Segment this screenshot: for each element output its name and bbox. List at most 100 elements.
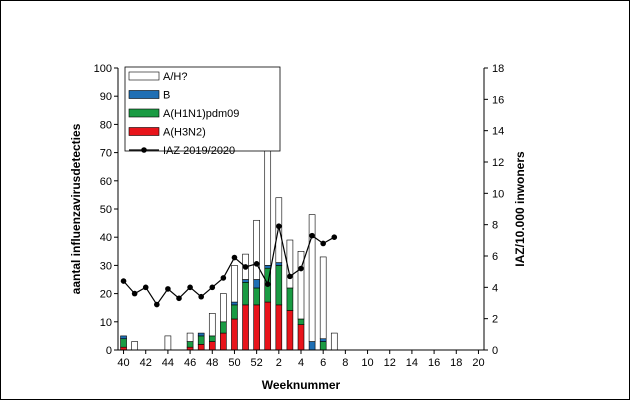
y-tick-label-0: 0: [106, 345, 112, 357]
bar-b-50: [231, 301, 238, 306]
bar-a-h3n2--2: [275, 304, 283, 351]
x-tick-label-42: 42: [140, 357, 152, 369]
y2-tick-label-2: 2: [492, 314, 498, 326]
x-tick-label-52: 52: [251, 357, 263, 369]
x-tick-label-6: 6: [320, 357, 326, 369]
x-tick-label-46: 46: [184, 357, 196, 369]
y-axis-title: aantal influenzavirusdetecties: [69, 123, 83, 294]
bar-a-h1n1-pdm09-52: [253, 287, 260, 306]
iaz-point-44: [165, 286, 171, 292]
bar-a-h1n1-pdm09-49: [220, 321, 227, 334]
iaz-point-52: [253, 261, 260, 267]
bar-a-h1n1-pdm09-50: [231, 304, 238, 320]
bar-a-h--6: [319, 256, 327, 340]
iaz-point-51: [242, 264, 249, 270]
iaz-point-5: [309, 232, 315, 239]
legend-swatch-a-h1n1-pdm09: [128, 108, 160, 118]
bar-a-h--50: [231, 265, 238, 303]
bar-a-h1n1-pdm09-6: [319, 341, 327, 351]
bar-a-h--46: [186, 332, 194, 342]
x-tick-label-16: 16: [428, 357, 440, 369]
legend-label-a-h-: A/H?: [163, 71, 187, 83]
bar-a-h1n1-pdm09-46: [186, 341, 194, 348]
bar-b-2: [275, 262, 283, 266]
bar-a-h3n2--1: [264, 301, 272, 351]
legend-swatch-b: [128, 90, 160, 99]
y2-tick-label-16: 16: [492, 94, 504, 106]
iaz-point-41: [131, 290, 138, 297]
bar-b-47: [197, 332, 205, 337]
bar-a-h3n2--48: [208, 341, 216, 351]
x-tick-label-14: 14: [406, 357, 418, 369]
x-tick-label-50: 50: [228, 357, 240, 369]
x-tick-label-40: 40: [117, 357, 129, 369]
bar-a-h--7: [330, 332, 338, 351]
iaz-point-7: [331, 234, 338, 240]
iaz-point-46: [187, 284, 193, 291]
x-tick-label-4: 4: [298, 357, 304, 369]
y-tick-label-50: 50: [100, 204, 112, 216]
y2-tick-label-4: 4: [492, 282, 498, 294]
bar-a-h3n2--50: [231, 318, 238, 351]
bar-a-h3n2--52: [253, 304, 260, 351]
y2-tick-label-12: 12: [492, 157, 504, 169]
iaz-point-3: [287, 273, 293, 280]
x-tick-label-12: 12: [384, 357, 396, 369]
bar-a-h3n2--4: [297, 324, 305, 351]
iaz-point-47: [198, 293, 204, 300]
bar-a-h1n1-pdm09-2: [275, 265, 283, 306]
y-tick-label-30: 30: [100, 260, 112, 272]
bar-a-h1n1-pdm09-3: [286, 287, 294, 311]
y-tick-label-80: 80: [100, 119, 112, 131]
bar-a-h3n2--47: [197, 344, 205, 351]
bar-a-h1n1-pdm09-47: [197, 335, 205, 345]
y-tick-label-90: 90: [100, 91, 112, 103]
y2-tick-label-6: 6: [492, 251, 498, 263]
bar-a-h1n1-pdm09-51: [242, 282, 249, 306]
iaz-point-2: [276, 223, 282, 230]
iaz-point-6: [320, 240, 326, 247]
y2-tick-label-10: 10: [492, 188, 504, 200]
y-tick-label-40: 40: [100, 232, 112, 244]
y-tick-label-60: 60: [100, 176, 112, 188]
legend-label-iaz: IAZ 2019/2020: [163, 145, 235, 157]
y-tick-label-10: 10: [100, 317, 112, 329]
x-tick-label-10: 10: [361, 357, 373, 369]
bar-b-51: [242, 279, 249, 283]
y2-tick-label-0: 0: [492, 345, 498, 357]
x-axis-title: Weeknummer: [262, 378, 341, 392]
bar-a-h1n1-pdm09-4: [297, 318, 305, 325]
bar-b-6: [319, 338, 327, 342]
bar-a-h--1: [264, 149, 272, 266]
legend-label-a-h3n2-: A(H3N2): [163, 127, 206, 139]
y2-axis-title: IAZ/10.000 inwoners: [513, 151, 527, 267]
bar-a-h3n2--3: [286, 310, 294, 351]
bar-a-h--2: [275, 197, 283, 263]
legend-label-a-h1n1-pdm09: A(H1N1)pdm09: [163, 108, 239, 120]
y2-tick-label-8: 8: [492, 220, 498, 232]
y-tick-label-20: 20: [100, 289, 112, 301]
iaz-point-45: [176, 295, 182, 302]
bar-b-5: [308, 341, 316, 351]
iaz-point-40: [120, 278, 127, 284]
x-tick-label-44: 44: [162, 357, 174, 369]
legend-marker-iaz: [141, 147, 147, 153]
y2-tick-label-14: 14: [492, 126, 504, 138]
bar-a-h--4: [297, 251, 305, 320]
y2-tick-label-18: 18: [492, 63, 504, 75]
x-tick-label-48: 48: [206, 357, 218, 369]
iaz-point-4: [298, 265, 304, 272]
bar-a-h1n1-pdm09-40: [120, 338, 127, 348]
bar-b-52: [253, 279, 260, 289]
bar-a-h--48: [208, 313, 216, 337]
iaz-point-50: [231, 254, 238, 261]
bar-b-40: [120, 335, 127, 340]
y-tick-label-100: 100: [94, 63, 112, 75]
iaz-point-1: [264, 281, 271, 288]
bar-a-h--41: [131, 341, 138, 351]
x-tick-label-18: 18: [450, 357, 462, 369]
y-tick-label-70: 70: [100, 148, 112, 160]
bar-a-h--44: [164, 335, 172, 351]
legend-label-b: B: [163, 90, 170, 102]
